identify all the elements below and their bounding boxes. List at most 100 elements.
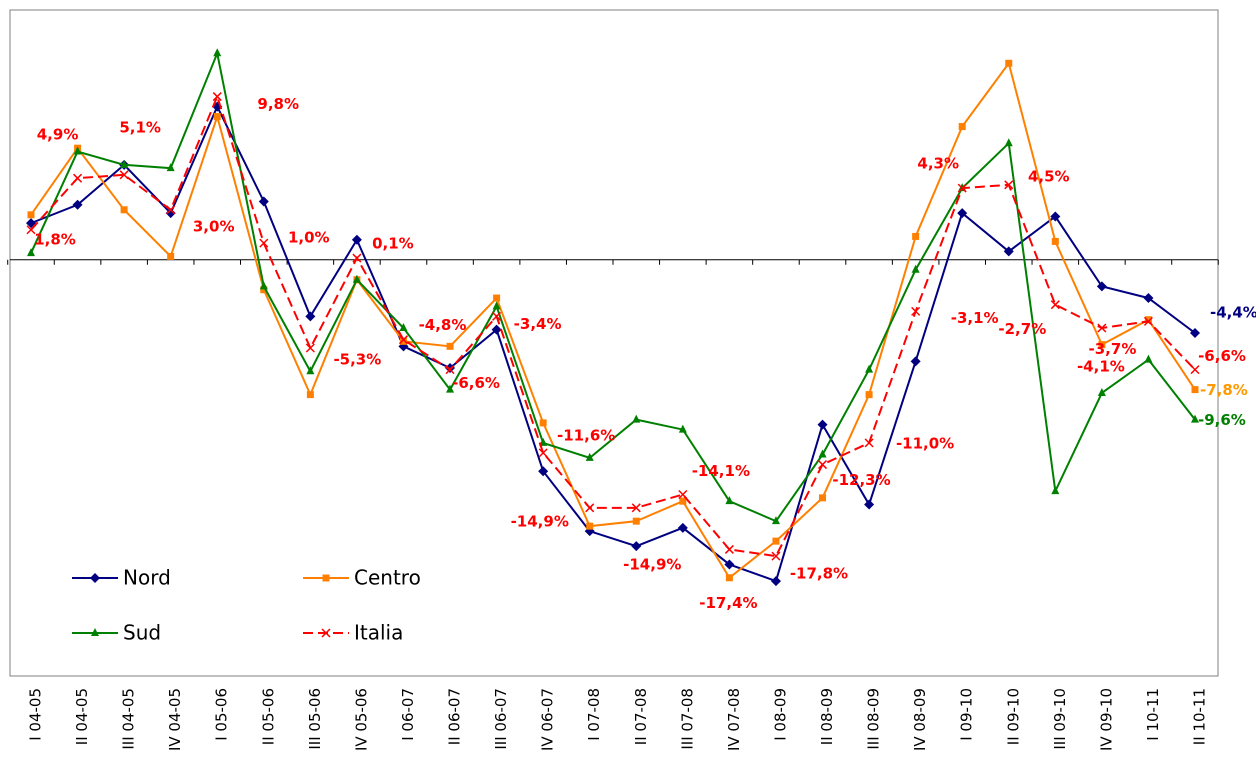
marker bbox=[1143, 316, 1153, 326]
marker bbox=[213, 48, 222, 57]
marker bbox=[166, 205, 176, 215]
marker bbox=[1050, 300, 1060, 310]
marker bbox=[491, 324, 502, 335]
marker bbox=[352, 253, 362, 263]
value-label: -5,3% bbox=[333, 350, 381, 368]
marker bbox=[1190, 328, 1200, 339]
x-tick-label: I 08-09 bbox=[771, 688, 789, 741]
marker bbox=[772, 537, 780, 545]
marker bbox=[72, 199, 83, 210]
x-tick-label: II 06-07 bbox=[446, 688, 464, 745]
marker bbox=[305, 311, 316, 322]
marker bbox=[679, 497, 687, 505]
marker bbox=[865, 391, 873, 399]
marker bbox=[1050, 211, 1061, 222]
marker bbox=[539, 419, 547, 427]
marker bbox=[725, 574, 733, 582]
x-tick-label: II 05-06 bbox=[259, 688, 277, 745]
marker bbox=[1143, 293, 1154, 304]
marker bbox=[73, 173, 83, 183]
legend-label: Nord bbox=[123, 566, 171, 590]
value-label: -9,6% bbox=[1198, 411, 1246, 429]
marker bbox=[1004, 138, 1013, 147]
marker bbox=[213, 113, 221, 121]
marker bbox=[632, 517, 640, 525]
marker bbox=[306, 366, 315, 375]
value-label: -2,7% bbox=[998, 320, 1046, 338]
x-tick-label: II 07-08 bbox=[632, 688, 650, 745]
marker bbox=[259, 238, 269, 248]
x-tick-label: III 06-07 bbox=[492, 688, 510, 750]
x-tick-label: IV 06-07 bbox=[539, 688, 557, 751]
x-tick-label: I 10-11 bbox=[1144, 688, 1162, 741]
x-tick-label: III 05-06 bbox=[306, 688, 324, 750]
marker bbox=[677, 522, 688, 533]
marker bbox=[678, 424, 687, 433]
value-label: 5,1% bbox=[119, 118, 161, 136]
plot-area bbox=[9, 9, 1219, 677]
marker bbox=[305, 343, 315, 353]
marker bbox=[911, 306, 921, 316]
value-label: -14,9% bbox=[623, 555, 681, 573]
value-label: -14,9% bbox=[511, 512, 569, 530]
value-label: -11,0% bbox=[896, 434, 954, 452]
x-tick-label: III 08-09 bbox=[865, 688, 883, 750]
x-tick-label: II 04-05 bbox=[73, 688, 91, 745]
legend-label: Centro bbox=[354, 566, 421, 590]
value-label: 4,3% bbox=[917, 155, 959, 173]
marker bbox=[1191, 414, 1199, 423]
marker bbox=[817, 460, 828, 470]
x-tick-label: IV 09-10 bbox=[1097, 688, 1115, 751]
x-tick-label: III 09-10 bbox=[1051, 688, 1069, 750]
marker bbox=[1004, 180, 1014, 190]
marker bbox=[166, 163, 175, 172]
marker bbox=[446, 342, 454, 350]
marker bbox=[399, 337, 407, 345]
marker bbox=[258, 196, 269, 207]
x-tick-label: I 05-06 bbox=[213, 688, 231, 741]
legend-label: Italia bbox=[354, 621, 403, 645]
series-line bbox=[30, 60, 1196, 580]
marker bbox=[771, 516, 780, 525]
marker bbox=[585, 452, 594, 461]
marker bbox=[1190, 365, 1200, 375]
marker bbox=[1096, 281, 1107, 292]
x-tick-label: II 10-11 bbox=[1191, 688, 1209, 745]
value-label: -11,6% bbox=[557, 426, 615, 444]
marker bbox=[865, 364, 874, 373]
value-label: -3,7% bbox=[1089, 340, 1137, 358]
value-label: 1,8% bbox=[34, 230, 76, 248]
marker bbox=[631, 503, 641, 513]
legend-marker bbox=[90, 573, 100, 583]
marker bbox=[73, 146, 82, 155]
x-tick-label: I 04-05 bbox=[27, 688, 45, 741]
value-label: -4,4% bbox=[1210, 304, 1256, 322]
value-label: 1,0% bbox=[288, 229, 330, 247]
value-label: -17,4% bbox=[699, 594, 757, 612]
x-tick-label: IV 07-08 bbox=[725, 688, 743, 751]
marker bbox=[351, 234, 362, 245]
marker bbox=[493, 294, 501, 302]
marker bbox=[1051, 237, 1059, 245]
x-tick-label: II 08-09 bbox=[818, 688, 836, 745]
value-label: 3,0% bbox=[193, 217, 235, 235]
marker bbox=[167, 252, 175, 260]
x-tick-label: II 09-10 bbox=[1004, 688, 1022, 745]
x-tick-label: IV 04-05 bbox=[166, 688, 184, 751]
marker bbox=[538, 448, 548, 458]
marker bbox=[306, 391, 314, 399]
value-label: -3,1% bbox=[951, 309, 999, 327]
marker bbox=[771, 551, 781, 561]
marker bbox=[212, 92, 222, 102]
marker bbox=[1097, 387, 1106, 396]
marker bbox=[260, 286, 268, 294]
marker bbox=[259, 281, 268, 290]
marker bbox=[957, 183, 967, 193]
marker bbox=[1191, 386, 1199, 394]
marker bbox=[864, 499, 875, 510]
value-label: -12,3% bbox=[832, 471, 890, 489]
marker bbox=[27, 211, 35, 219]
value-label: -3,4% bbox=[514, 315, 562, 333]
legend-label: Sud bbox=[123, 621, 161, 645]
